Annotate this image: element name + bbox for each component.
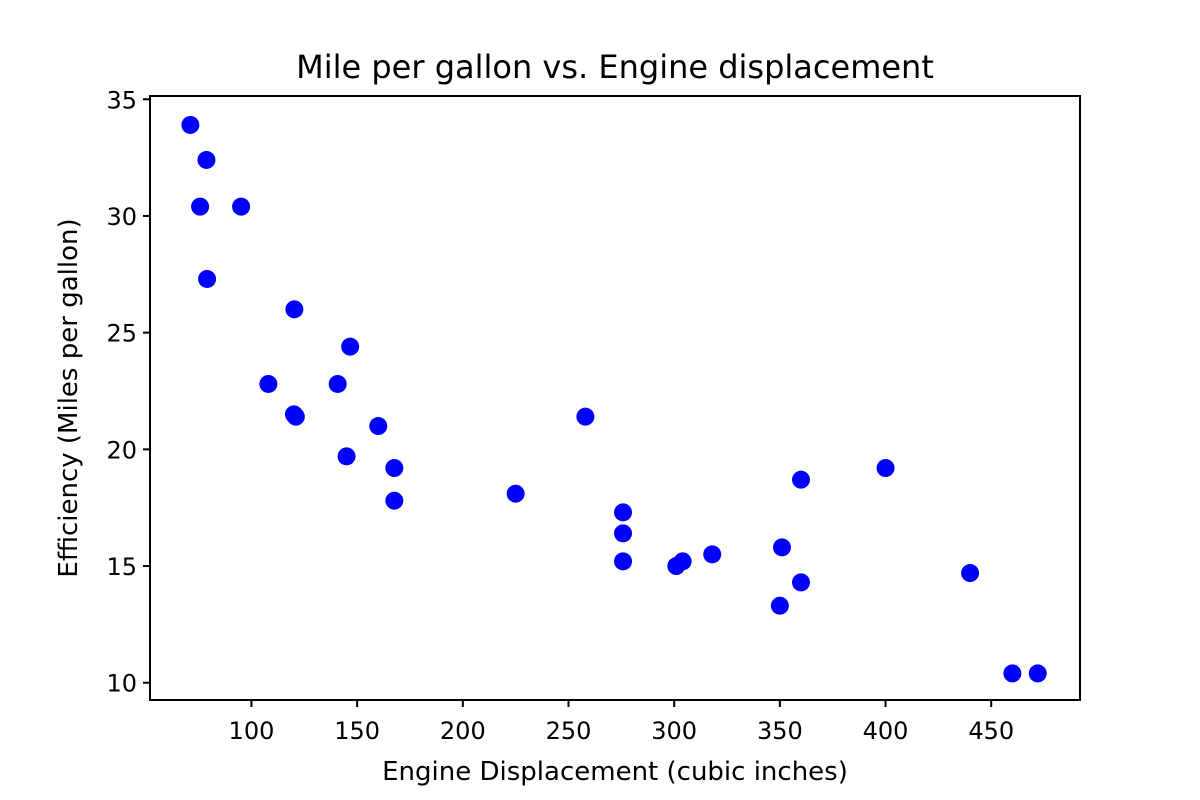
data-point [197,150,216,169]
data-point [770,596,789,615]
y-tick-label: 25 [106,320,137,348]
data-point [961,564,980,583]
x-tick-label: 450 [968,717,1014,745]
x-axis: 100 150 200 250 300 350 400 450 [229,700,1014,745]
data-point [703,545,722,564]
data-point [369,417,388,436]
data-point [1003,664,1022,683]
data-point [614,524,633,543]
data-point [385,491,404,510]
data-point [1028,664,1047,683]
chart-title: Mile per gallon vs. Engine displacement [296,48,934,86]
x-tick-label: 150 [334,717,380,745]
y-tick-label: 10 [106,670,137,698]
x-tick-label: 100 [229,717,275,745]
x-tick-label: 300 [651,717,697,745]
y-tick-label: 35 [106,86,137,114]
x-tick-label: 250 [546,717,592,745]
data-point [673,552,692,571]
x-tick-label: 400 [863,717,909,745]
y-tick-label: 20 [106,436,137,464]
x-axis-label: Engine Displacement (cubic inches) [382,757,848,787]
data-point [341,337,360,356]
data-point [614,552,633,571]
data-point [328,374,347,393]
data-point [506,484,525,503]
data-point [614,503,633,522]
y-tick-label: 30 [106,203,137,231]
x-tick-label: 350 [757,717,803,745]
data-point [792,470,810,489]
data-point [232,197,251,216]
data-point [772,538,791,557]
y-axis-label: Efficiency (Miles per gallon) [54,218,84,577]
data-point [198,269,217,288]
y-axis: 10 15 20 25 30 35 [106,86,150,698]
data-point [284,405,303,424]
data-point [576,407,595,426]
plot-area [149,95,1081,701]
data-point [181,115,200,134]
data-points [181,115,1047,683]
data-point [337,447,356,466]
data-point [191,197,210,216]
data-point [285,300,304,319]
x-tick-label: 200 [440,717,486,745]
y-tick-label: 15 [106,553,137,581]
data-point [259,374,278,393]
data-point [876,459,895,478]
plot-frame [149,95,1081,701]
data-point [385,459,404,478]
data-point [792,573,810,592]
